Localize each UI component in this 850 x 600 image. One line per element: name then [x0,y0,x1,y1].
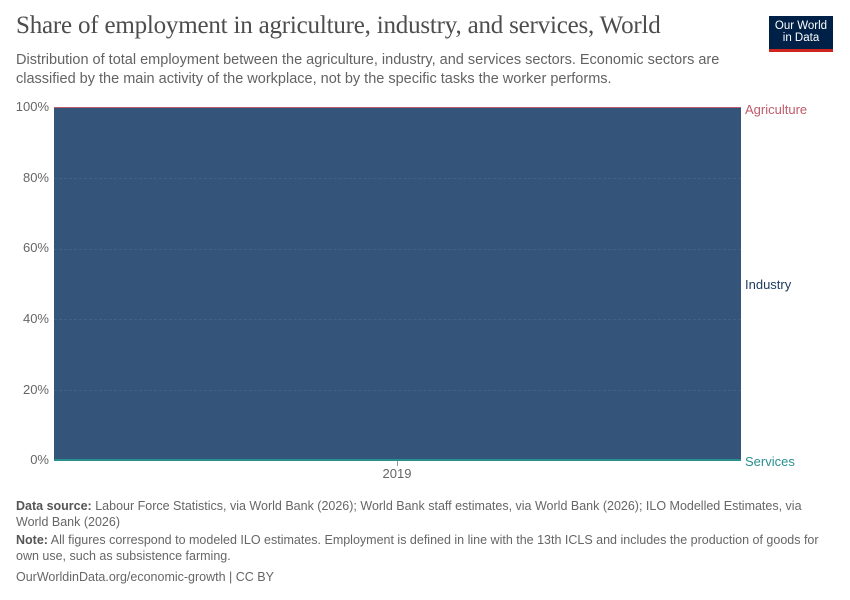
owid-logo[interactable]: Our World in Data [769,16,833,52]
source-url[interactable]: OurWorldinData.org/economic-growth | CC … [16,570,274,584]
logo-line-2: in Data [782,32,820,44]
y-tick-100: 100% [15,99,49,114]
y-tick-40: 40% [22,311,49,326]
legend-industry[interactable]: Industry [745,277,792,292]
plot-area[interactable] [54,107,741,461]
y-tick-80: 80% [22,170,49,185]
agriculture-area[interactable] [54,107,741,108]
gridline-80 [54,178,741,179]
legend-agriculture[interactable]: Agriculture [745,102,808,117]
logo-line-1: Our World [774,20,828,32]
data-source: Data source: Labour Force Statistics, vi… [16,498,836,530]
x-tick-2019: 2019 [382,466,412,481]
gridline-20 [54,390,741,391]
chart-title: Share of employment in agriculture, indu… [16,12,661,39]
y-tick-60: 60% [22,240,49,255]
note: Note: All figures correspond to modeled … [16,532,836,564]
legend-services[interactable]: Services [745,454,795,469]
y-tick-0: 0% [30,452,49,467]
x-tick-mark [397,461,398,466]
note-label: Note: [16,533,48,547]
chart-subtitle: Distribution of total employment between… [16,52,720,87]
data-source-text: Labour Force Statistics, via World Bank … [16,499,802,529]
services-area[interactable] [54,459,741,461]
gridline-60 [54,249,741,250]
data-source-label: Data source: [16,499,92,513]
y-tick-20: 20% [22,382,49,397]
industry-area[interactable] [54,108,741,459]
note-text: All figures correspond to modeled ILO es… [16,533,819,563]
gridline-40 [54,319,741,320]
